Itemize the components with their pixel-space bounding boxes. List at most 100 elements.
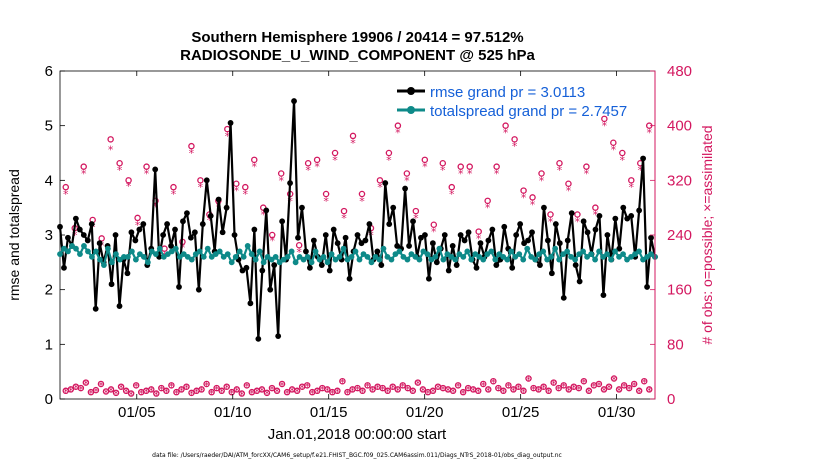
obs-low-possible-marker	[97, 380, 105, 388]
rmse-point	[640, 155, 646, 162]
obs-low-assimilated-marker: *	[380, 383, 386, 396]
obs-low-assimilated-marker: *	[591, 381, 597, 394]
data-file-footer: data file: /Users/raeder/DAI/ATM_forcXX/…	[152, 452, 562, 459]
spread-point	[57, 251, 63, 258]
obs-low-assimilated-marker: *	[93, 385, 99, 398]
x-tick-label: 01/15	[310, 404, 348, 421]
obs-assimilated-marker: *	[117, 164, 123, 177]
obs-low-possible-marker	[148, 386, 155, 393]
obs-low-assimilated-marker: *	[546, 386, 552, 399]
obs-low-possible-marker	[495, 384, 502, 392]
obs-low-possible-marker	[82, 379, 90, 386]
obs-possible-marker	[619, 149, 626, 157]
rmse-point	[477, 240, 484, 247]
obs-low-assimilated-marker: *	[475, 386, 481, 399]
obs-low-possible-marker	[117, 383, 125, 390]
obs-low-assimilated-marker: *	[189, 388, 195, 401]
obs-low-possible-marker	[354, 384, 361, 392]
obs-low-assimilated-marker: *	[83, 378, 89, 391]
obs-low-assimilated-marker: *	[330, 388, 336, 401]
rmse-point	[429, 240, 436, 247]
spread-point	[132, 256, 139, 263]
obs-low-possible-marker	[334, 387, 341, 395]
obs-low-assimilated-marker: *	[606, 382, 612, 395]
obs-assimilated-marker: *	[557, 164, 563, 177]
obs-low-possible-marker	[303, 382, 311, 389]
obs-assimilated-marker: *	[476, 232, 482, 245]
rmse-point	[529, 229, 535, 236]
obs-possible-marker	[574, 211, 581, 218]
obs-low-possible-marker	[515, 383, 522, 390]
rmse-point	[517, 221, 524, 227]
obs-low-assimilated-marker: *	[375, 382, 381, 395]
spread-point	[404, 256, 411, 263]
obs-low-assimilated-marker: *	[631, 379, 637, 392]
rmse-point	[299, 204, 305, 211]
rmse-point	[390, 204, 397, 211]
obs-low-assimilated-marker: *	[73, 382, 79, 395]
obs-possible-marker	[277, 170, 285, 177]
rmse-point	[449, 243, 456, 249]
rmse-point	[453, 262, 460, 268]
obs-possible-marker	[556, 159, 563, 167]
obs-assimilated-marker: *	[530, 198, 536, 211]
obs-possible-marker	[448, 183, 456, 191]
rmse-point	[251, 226, 258, 233]
rmse-point	[108, 281, 115, 288]
obs-assimilated-marker: *	[305, 164, 311, 177]
spread-point	[548, 253, 555, 260]
rmse-point	[620, 204, 627, 211]
obs-assimilated-marker: *	[458, 168, 464, 181]
spread-point	[588, 251, 595, 258]
y2-tick-label: 400	[667, 118, 692, 135]
obs-low-assimilated-marker: *	[470, 385, 476, 398]
obs-assimilated-marker: *	[126, 180, 132, 193]
obs-assimilated-marker: *	[440, 164, 446, 177]
obs-low-possible-marker	[620, 382, 628, 389]
rmse-point	[636, 207, 643, 214]
obs-low-possible-marker	[243, 382, 251, 389]
obs-low-possible-marker	[92, 386, 100, 394]
rmse-point	[112, 232, 119, 238]
obs-low-assimilated-marker: *	[164, 386, 170, 399]
obs-low-assimilated-marker: *	[320, 383, 326, 396]
obs-low-assimilated-marker: *	[516, 382, 522, 395]
rmse-point	[346, 275, 353, 282]
obs-assimilated-marker: *	[646, 127, 652, 140]
spread-point	[188, 256, 195, 263]
obs-low-assimilated-marker: *	[149, 385, 155, 398]
spread-point	[468, 256, 475, 263]
obs-low-possible-marker	[555, 384, 562, 392]
rmse-point	[410, 218, 416, 225]
rmse-point	[65, 234, 71, 241]
rmse-point	[537, 262, 543, 268]
obs-low-assimilated-marker: *	[621, 381, 627, 394]
rmse-point	[318, 262, 325, 268]
obs-low-possible-marker	[505, 382, 512, 389]
obs-low-assimilated-marker: *	[219, 386, 225, 399]
spread-point	[240, 253, 247, 260]
chart-title: Southern Hemisphere 19906 / 20414 = 97.5…	[191, 29, 524, 46]
spread-point	[608, 256, 614, 263]
y-axis-label: rmse and totalspread	[6, 169, 22, 301]
obs-low-assimilated-marker: *	[154, 389, 160, 402]
spread-point	[308, 259, 315, 266]
obs-assimilated-marker: *	[225, 130, 231, 143]
obs-low-possible-marker	[575, 384, 583, 392]
spread-point	[364, 253, 371, 260]
obs-low-possible-marker	[173, 388, 180, 396]
obs-low-possible-marker	[610, 375, 618, 382]
obs-low-assimilated-marker: *	[646, 385, 652, 398]
spread-point	[85, 248, 91, 255]
obs-low-assimilated-marker: *	[460, 388, 466, 401]
obs-low-assimilated-marker: *	[636, 386, 642, 399]
obs-possible-marker	[107, 136, 114, 143]
obs-low-possible-marker	[132, 382, 140, 389]
rmse-point	[223, 204, 230, 211]
rmse-point	[489, 226, 496, 233]
spread-point	[89, 253, 95, 260]
obs-assimilated-marker: *	[431, 226, 437, 239]
rmse-point	[648, 234, 654, 241]
rmse-point	[572, 262, 579, 268]
spread-point	[120, 253, 127, 260]
